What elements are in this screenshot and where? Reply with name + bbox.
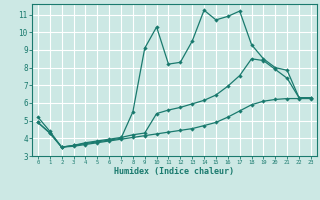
X-axis label: Humidex (Indice chaleur): Humidex (Indice chaleur) [115,167,234,176]
